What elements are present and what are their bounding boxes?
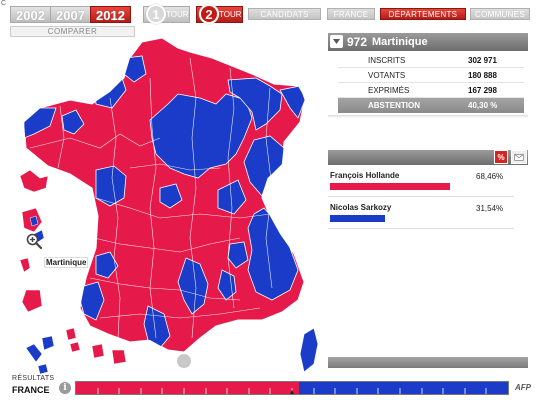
overseas-small-4 — [65, 327, 77, 341]
overseas-small-3 — [25, 343, 43, 363]
tour-1-label: TOUR — [166, 10, 189, 19]
corsica — [299, 327, 319, 373]
year-button-2012[interactable]: 2012 — [90, 6, 131, 23]
stat-value: 302 971 — [468, 56, 497, 65]
overseas-guadeloupe — [19, 169, 49, 193]
share-email-icon[interactable] — [511, 150, 527, 164]
candidate-name: Nicolas Sarkozy — [330, 203, 392, 212]
stat-value: 180 888 — [468, 71, 497, 80]
results-footer-bar — [328, 357, 528, 368]
tour-1-button[interactable]: 1 TOUR — [143, 4, 190, 24]
year-button-2002[interactable]: 2002 — [10, 6, 51, 23]
sarkozy-departments — [24, 55, 305, 349]
percent-toggle-button[interactable]: % — [494, 150, 508, 164]
nav-candidats[interactable]: CANDIDATS — [248, 8, 321, 20]
stat-value: 167 298 — [468, 86, 497, 95]
tour-2-label: TOUR — [219, 10, 242, 19]
france-map[interactable] — [0, 37, 320, 380]
candidate-bar-hollande — [330, 183, 450, 190]
tour-2-button[interactable]: 2 TOUR — [196, 4, 243, 24]
stat-label: ABSTENTION — [368, 101, 420, 110]
year-button-2007[interactable]: 2007 — [50, 6, 91, 23]
corner-mark: C — [1, 0, 7, 7]
stat-row-abstention: ABSTENTION 40,30 % — [338, 98, 524, 113]
top-bar: C 2002 2007 2012 COMPARER 1 TOUR 2 TOUR … — [0, 0, 540, 42]
candidate-row-sarkozy[interactable]: Nicolas Sarkozy 31,54% — [328, 199, 514, 229]
compare-button[interactable]: COMPARER — [10, 26, 135, 37]
overseas-small-8 — [37, 363, 49, 375]
stat-row-exprimes: EXPRIMÉS 167 298 — [338, 83, 524, 98]
results-scope: FRANCE — [12, 385, 50, 395]
info-icon[interactable]: i — [59, 382, 71, 394]
candidate-percent: 68,46% — [476, 172, 504, 181]
stat-value: 40,30 % — [468, 101, 498, 110]
candidate-row-hollande[interactable]: François Hollande 68,46% — [328, 167, 514, 197]
stat-label: INSCRITS — [368, 56, 406, 65]
national-bar-sarkozy — [299, 382, 508, 394]
national-bar-midpoint-marker — [290, 390, 294, 394]
department-stats: INSCRITS 302 971 VOTANTS 180 888 EXPRIMÉ… — [338, 53, 524, 113]
overseas-small-6 — [91, 343, 105, 359]
map-reset-dot[interactable] — [177, 354, 191, 368]
national-bar-ticks — [97, 388, 487, 394]
overseas-reunion — [21, 289, 43, 313]
stat-row-inscrits: INSCRITS 302 971 — [338, 53, 524, 68]
department-header[interactable]: 972 Martinique — [328, 33, 528, 51]
results-label: RÉSULTATS — [12, 375, 55, 382]
overseas-martinique — [19, 257, 31, 273]
stat-label: EXPRIMÉS — [368, 86, 410, 95]
overseas-small-7 — [111, 349, 127, 365]
candidate-bar-sarkozy — [330, 215, 385, 222]
tour-2-number: 2 — [199, 4, 219, 24]
zoom-magnifier-icon[interactable] — [26, 233, 42, 249]
candidate-percent: 31,54% — [476, 204, 504, 213]
national-result-bar — [75, 381, 509, 395]
nav-departements[interactable]: DÉPARTEMENTS — [380, 8, 466, 20]
nav-communes[interactable]: COMMUNES — [470, 8, 530, 20]
results-header — [328, 150, 528, 165]
afp-logo: AFP — [515, 383, 531, 392]
overseas-small-1 — [29, 215, 39, 227]
overseas-small-5 — [69, 341, 81, 353]
candidate-bar-track — [330, 183, 470, 190]
department-borders — [29, 57, 273, 339]
nav-france[interactable]: FRANCE — [327, 8, 375, 20]
stat-row-votants: VOTANTS 180 888 — [338, 68, 524, 83]
candidate-name: François Hollande — [330, 171, 400, 180]
national-bar-hollande — [76, 382, 299, 394]
candidate-bar-track — [330, 215, 470, 222]
department-map-svg[interactable] — [0, 37, 320, 380]
overseas-mayotte — [41, 335, 55, 351]
hover-territory-label: Martinique — [44, 257, 89, 268]
collapse-arrow-icon[interactable] — [330, 35, 343, 48]
tour-1-number: 1 — [146, 4, 166, 24]
stat-label: VOTANTS — [368, 71, 406, 80]
department-name: Martinique — [372, 36, 428, 48]
panel-divider — [328, 115, 528, 118]
department-code: 972 — [347, 35, 368, 49]
